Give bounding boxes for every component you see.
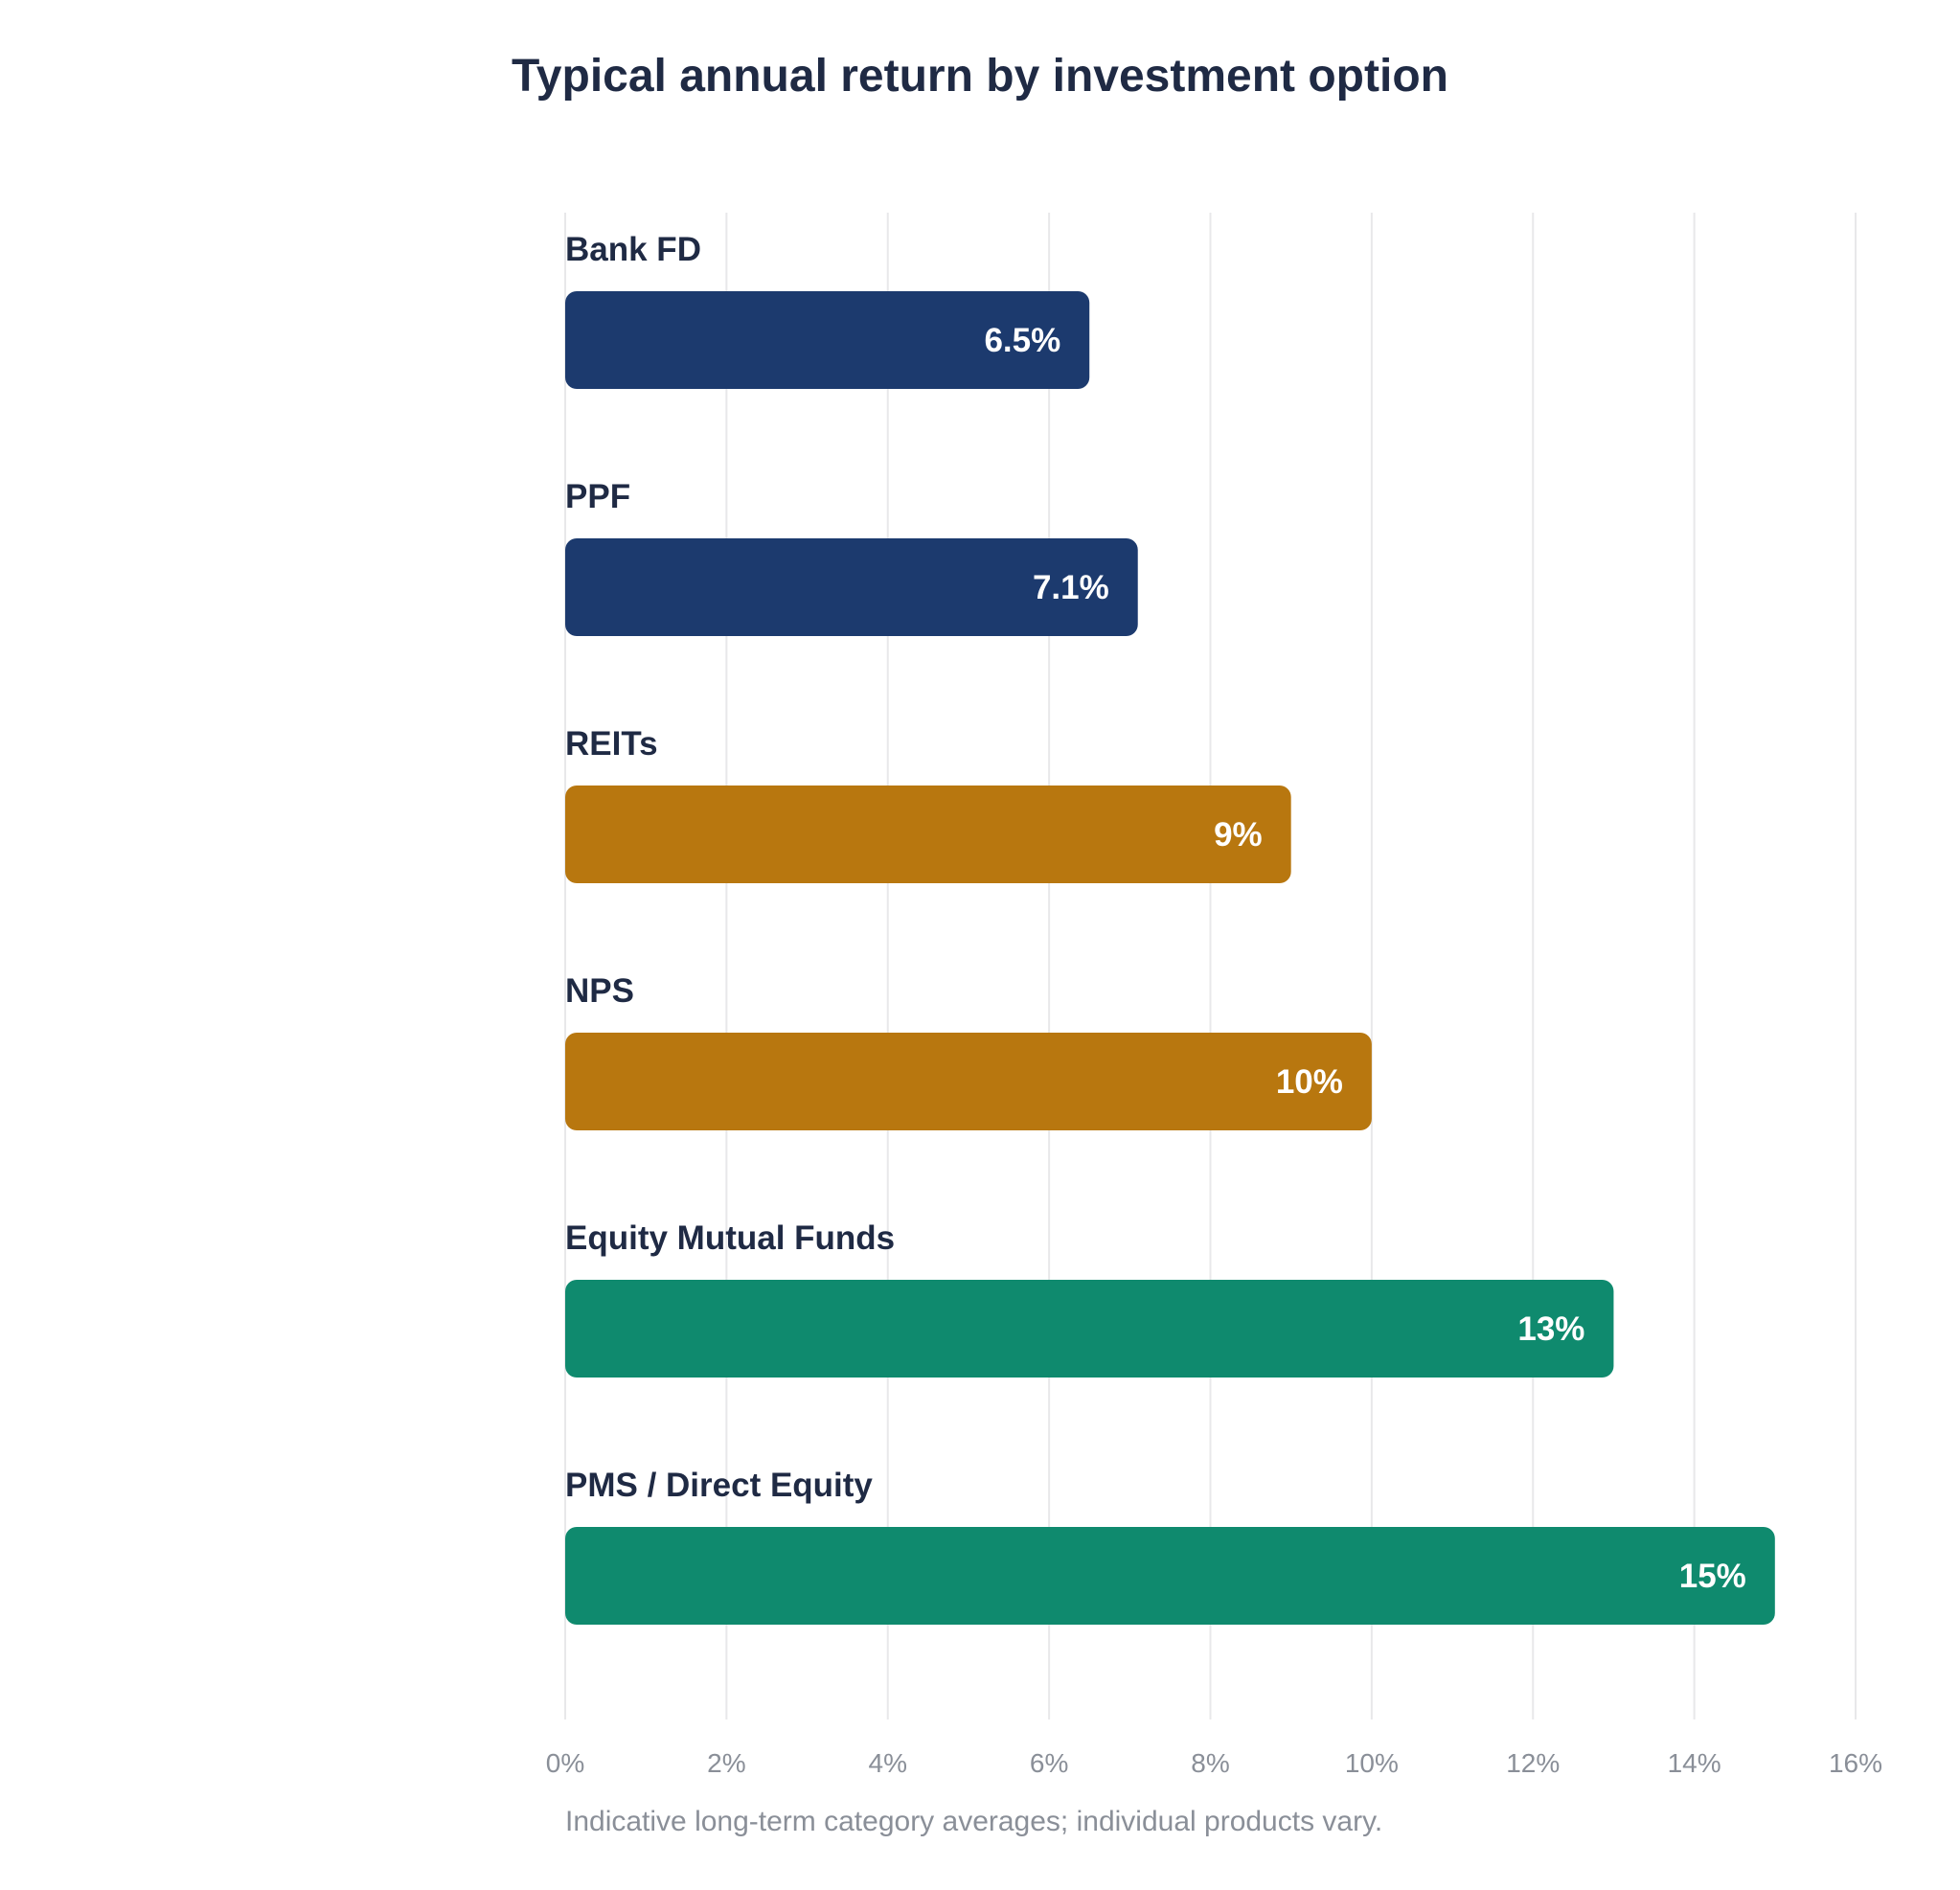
category-label: Bank FD bbox=[565, 231, 701, 268]
value-label: 7.1% bbox=[1033, 569, 1109, 606]
category-label: PPF bbox=[565, 478, 630, 515]
category-label: NPS bbox=[565, 972, 634, 1010]
value-label: 10% bbox=[1276, 1063, 1343, 1101]
category-label: PMS / Direct Equity bbox=[565, 1467, 873, 1504]
x-tick-label: 12% bbox=[1506, 1748, 1560, 1778]
value-label: 15% bbox=[1679, 1558, 1746, 1595]
x-tick-label: 0% bbox=[546, 1748, 584, 1778]
chart-footnote: Indicative long-term category averages; … bbox=[565, 1806, 1383, 1837]
x-tick-label: 14% bbox=[1668, 1748, 1721, 1778]
value-label: 13% bbox=[1517, 1310, 1584, 1348]
x-axis-ticks: 0% 2% 4% 6% 8% 10% 12% 14% 16% bbox=[546, 1748, 1882, 1778]
category-label: REITs bbox=[565, 725, 658, 763]
bar bbox=[565, 1527, 1775, 1625]
x-tick-label: 10% bbox=[1345, 1748, 1399, 1778]
value-label: 9% bbox=[1214, 816, 1263, 854]
value-label: 6.5% bbox=[984, 322, 1060, 359]
chart-title: Typical annual return by investment opti… bbox=[512, 51, 1448, 102]
bar bbox=[565, 1033, 1372, 1130]
gridlines bbox=[564, 213, 1857, 1719]
category-label: Equity Mutual Funds bbox=[565, 1219, 895, 1257]
bar bbox=[565, 538, 1138, 636]
bar bbox=[565, 1280, 1614, 1378]
bar bbox=[565, 786, 1291, 883]
bars: Bank FD 6.5% PPF 7.1% REITs 9% NPS 10% Equity Mu… bbox=[565, 231, 1775, 1625]
x-tick-label: 6% bbox=[1030, 1748, 1068, 1778]
x-tick-label: 8% bbox=[1191, 1748, 1229, 1778]
x-tick-label: 2% bbox=[707, 1748, 745, 1778]
bar bbox=[565, 291, 1090, 389]
x-tick-label: 16% bbox=[1829, 1748, 1882, 1778]
x-tick-label: 4% bbox=[869, 1748, 907, 1778]
